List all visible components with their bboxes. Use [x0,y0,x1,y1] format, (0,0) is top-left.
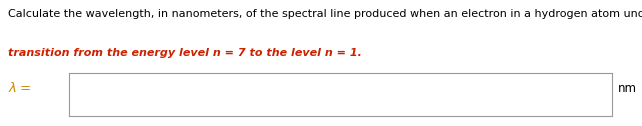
Text: λ =: λ = [8,82,31,95]
Text: transition from the energy level n = 7 to the level n = 1.: transition from the energy level n = 7 t… [8,48,362,58]
Text: nm: nm [618,82,637,95]
Text: Calculate the wavelength, in nanometers, of the spectral line produced when an e: Calculate the wavelength, in nanometers,… [8,9,642,19]
